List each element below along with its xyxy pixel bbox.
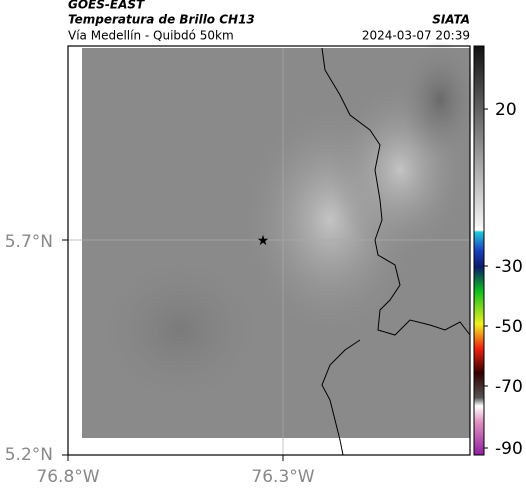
lat-label: 5.2°N <box>5 445 53 465</box>
lon-label: 76.3°W <box>251 467 314 487</box>
cloud <box>90 250 270 410</box>
cloud <box>400 40 480 160</box>
colorbar-label: -70 <box>495 377 523 397</box>
colorbar-label: -50 <box>495 317 523 337</box>
lat-label: 5.7°N <box>5 232 53 252</box>
colorbar-label: 20 <box>495 100 517 120</box>
border <box>321 47 471 336</box>
colorbar-label: -30 <box>495 257 523 277</box>
colorbar-label: -90 <box>495 439 523 459</box>
org: SIATA <box>432 13 470 27</box>
lon-label: 76.8°W <box>36 467 99 487</box>
border <box>321 339 361 456</box>
title: Temperatura de Brillo CH13 <box>68 13 255 27</box>
subtitle: Vía Medellín - Quibdó 50km <box>68 29 234 43</box>
source: GOES-EAST <box>68 0 145 12</box>
colorbar: 20 -30 -50 -70 -90 <box>473 45 523 459</box>
map-frame <box>67 45 471 456</box>
map-panel: ★ <box>67 40 480 456</box>
location-marker: ★ <box>257 233 270 249</box>
timestamp: 2024-03-07 20:39 <box>362 29 470 43</box>
colorbar-scale <box>473 45 485 456</box>
